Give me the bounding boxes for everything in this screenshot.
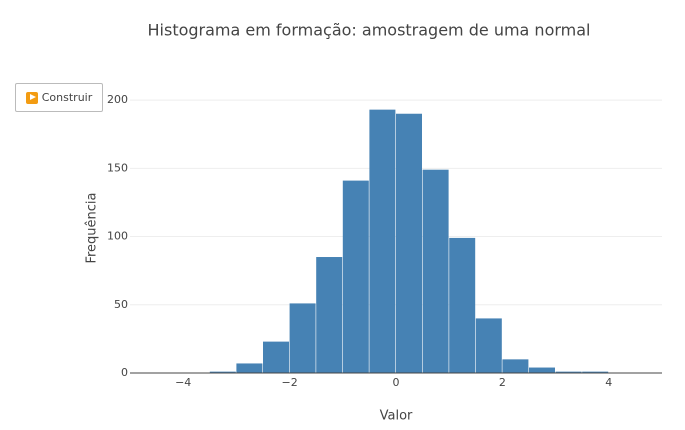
x-tick-label: −4: [175, 376, 191, 389]
x-tick-label: 4: [605, 376, 612, 389]
y-tick-label: 50: [114, 298, 128, 311]
y-tick-label: 100: [107, 230, 128, 243]
x-axis-title: Valor: [380, 409, 413, 424]
play-icon: [25, 91, 38, 104]
bar: [369, 109, 396, 373]
x-tick-label: −2: [281, 376, 297, 389]
y-tick-label: 150: [107, 161, 128, 174]
x-tick-label: 0: [393, 376, 400, 389]
button-label[interactable]: Construir: [41, 91, 93, 104]
bar: [475, 318, 502, 373]
x-tick-label: 2: [499, 376, 506, 389]
bar: [316, 257, 343, 373]
bar: [236, 363, 263, 373]
y-tick-label: 200: [107, 93, 128, 106]
y-tick-label: 0: [121, 366, 128, 379]
bar: [529, 367, 555, 373]
chart-title: Histograma em formação: amostragem de um…: [148, 21, 591, 40]
bar: [209, 371, 236, 373]
bar: [422, 169, 449, 373]
y-axis-title: Frequência: [85, 192, 100, 263]
bar: [582, 371, 609, 373]
build-button[interactable]: Construir: [15, 83, 103, 112]
bar: [289, 303, 316, 373]
bar: [342, 180, 369, 373]
bar: [449, 237, 476, 373]
bar: [502, 359, 529, 373]
bar: [263, 341, 289, 373]
bar: [555, 371, 582, 373]
bar: [396, 113, 422, 373]
